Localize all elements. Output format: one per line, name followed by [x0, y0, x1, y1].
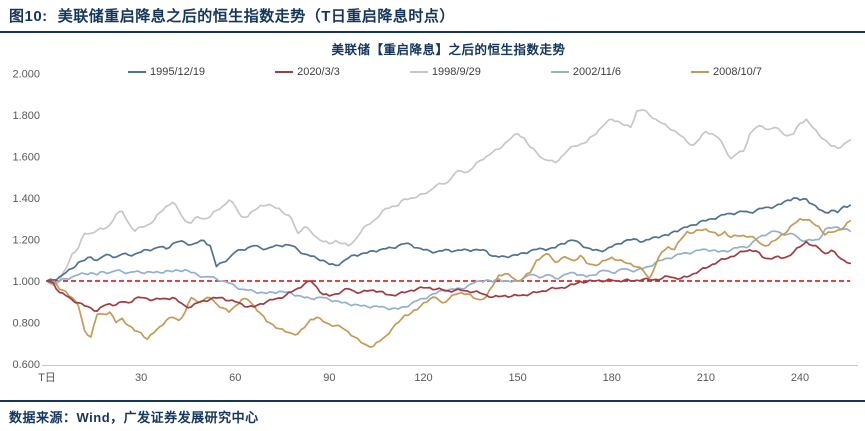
- legend-item-2002/11/6: 2002/11/6: [550, 66, 621, 78]
- legend-swatch-icon: [409, 70, 428, 74]
- series-line-1998/9/29: [46, 108, 852, 286]
- legend-label: 2020/3/3: [297, 66, 340, 78]
- legend-item-1998/9/29: 1998/9/29: [409, 66, 481, 78]
- legend-swatch-icon: [691, 70, 710, 74]
- y-axis-tick-label: 1.000: [12, 276, 40, 288]
- y-axis-tick-label: 1.800: [12, 110, 40, 122]
- legend-item-2020/3/3: 2020/3/3: [275, 66, 340, 78]
- chart-title: 美联储【重启降息】之后的恒生指数走势: [331, 43, 566, 57]
- y-axis-tick-label: 1.400: [12, 193, 40, 205]
- x-axis-tick-label: 180: [603, 372, 621, 384]
- y-axis-tick-label: 0.600: [12, 359, 40, 371]
- series-line-2002/11/6: [46, 226, 852, 311]
- chart-legend: 1995/12/19 2020/3/3 1998/9/29 2002/11/6 2008…: [128, 65, 762, 79]
- legend-swatch-icon: [550, 70, 569, 74]
- x-axis-tick-label: 120: [414, 372, 432, 384]
- footer-divider-line: [0, 400, 865, 402]
- legend-label: 1995/12/19: [150, 66, 206, 78]
- legend-swatch-icon: [275, 70, 294, 74]
- x-axis-tick-label: 240: [791, 372, 809, 384]
- legend-item-1995/12/19: 1995/12/19: [128, 66, 205, 78]
- y-axis-tick-label: 1.600: [12, 152, 40, 164]
- x-axis-tick-label: 90: [323, 372, 335, 384]
- x-axis-tick-label: 150: [508, 372, 526, 384]
- data-source-text: 数据来源：Wind，广发证券发展研究中心: [9, 410, 259, 425]
- x-axis-tick-label: 30: [135, 372, 147, 384]
- x-axis-tick-label: 210: [697, 372, 715, 384]
- series-line-2008/10/7: [46, 217, 852, 348]
- figure-title: 美联储重启降息之后的恒生指数走势（T日重启降息时点）: [57, 8, 455, 25]
- x-axis-tick-label: 60: [229, 372, 241, 384]
- legend-swatch-icon: [128, 70, 146, 74]
- y-axis-tick-label: 0.800: [12, 318, 40, 330]
- x-axis-tick-label: T日: [38, 372, 56, 384]
- legend-label: 2002/11/6: [572, 66, 621, 78]
- series-line-2020/3/3: [46, 240, 852, 312]
- figure-number-label: 图10:: [9, 8, 48, 25]
- figure-header: 图10: 美联储重启降息之后的恒生指数走势（T日重启降息时点）: [9, 5, 857, 26]
- header-divider-line: [0, 31, 865, 33]
- y-axis-tick-label: 1.200: [12, 235, 40, 247]
- legend-item-2008/10/7: 2008/10/7: [691, 66, 762, 78]
- series-line-1995/12/19: [46, 197, 852, 282]
- legend-label: 2008/10/7: [713, 66, 762, 78]
- legend-label: 1998/9/29: [431, 66, 481, 78]
- y-axis-tick-label: 2.000: [12, 69, 40, 81]
